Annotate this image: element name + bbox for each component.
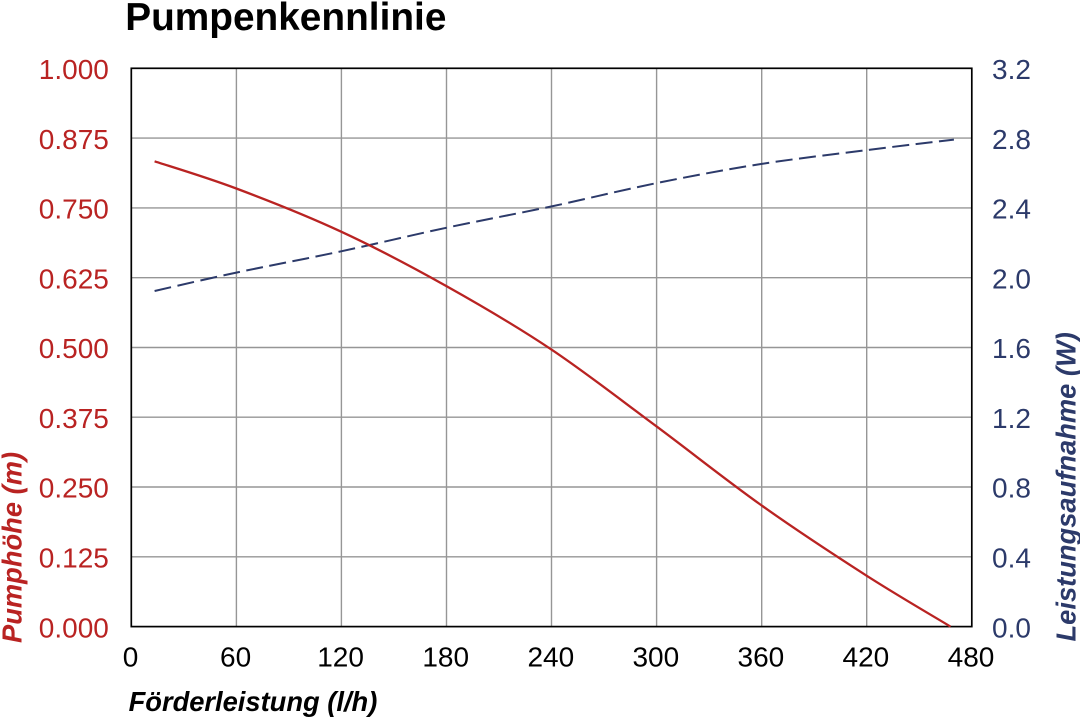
svg-text:0.750: 0.750 — [39, 194, 109, 225]
svg-text:420: 420 — [843, 642, 890, 673]
svg-text:360: 360 — [738, 642, 785, 673]
svg-text:0.250: 0.250 — [39, 473, 109, 504]
svg-text:0.4: 0.4 — [992, 543, 1031, 574]
svg-text:2.8: 2.8 — [992, 124, 1031, 155]
svg-text:Pumpenkennlinie: Pumpenkennlinie — [125, 0, 446, 39]
svg-text:0.8: 0.8 — [992, 473, 1031, 504]
svg-text:120: 120 — [317, 642, 364, 673]
svg-text:480: 480 — [948, 642, 995, 673]
svg-text:0.375: 0.375 — [39, 403, 109, 434]
svg-text:2.0: 2.0 — [992, 263, 1031, 294]
svg-text:0.500: 0.500 — [39, 333, 109, 364]
svg-text:0.125: 0.125 — [39, 543, 109, 574]
svg-text:1.000: 1.000 — [39, 54, 109, 85]
svg-text:0.625: 0.625 — [39, 263, 109, 294]
svg-text:Leistungsaufnahme (W): Leistungsaufnahme (W) — [1051, 332, 1080, 641]
svg-text:2.4: 2.4 — [992, 194, 1031, 225]
svg-text:0.000: 0.000 — [39, 612, 109, 643]
svg-text:3.2: 3.2 — [992, 54, 1031, 85]
svg-text:1.6: 1.6 — [992, 333, 1031, 364]
svg-text:1.2: 1.2 — [992, 403, 1031, 434]
svg-text:180: 180 — [422, 642, 469, 673]
svg-text:0.875: 0.875 — [39, 124, 109, 155]
svg-text:60: 60 — [220, 642, 251, 673]
svg-text:Förderleistung (l/h): Förderleistung (l/h) — [129, 686, 378, 717]
svg-text:240: 240 — [527, 642, 574, 673]
svg-text:0: 0 — [123, 642, 139, 673]
svg-text:300: 300 — [632, 642, 679, 673]
svg-text:0.0: 0.0 — [992, 612, 1031, 643]
svg-text:Pumphöhe (m): Pumphöhe (m) — [0, 452, 28, 643]
